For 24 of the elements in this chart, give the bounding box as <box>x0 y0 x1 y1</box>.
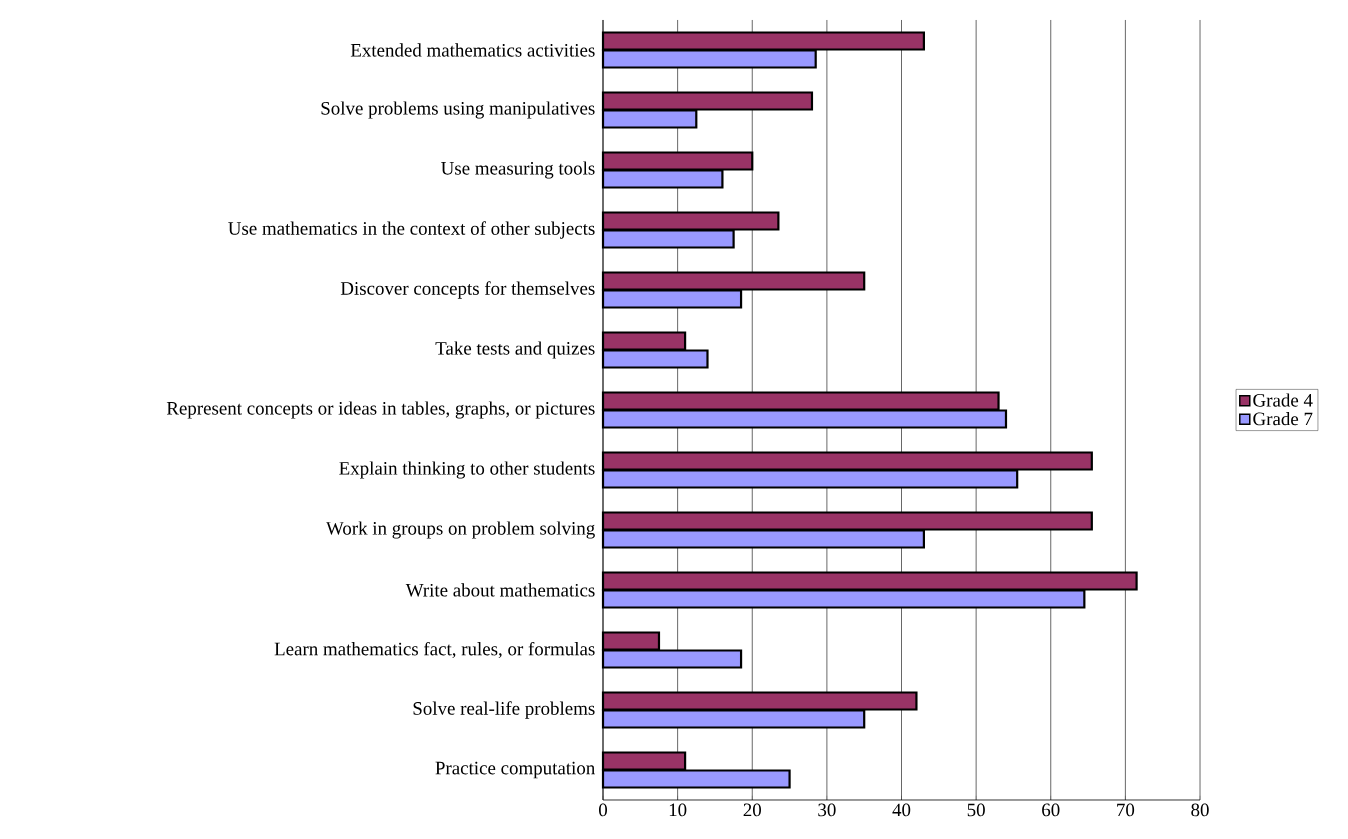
x-tick-label: 60 <box>1042 803 1060 817</box>
x-tick-label: 40 <box>892 803 911 817</box>
y-tick-label: Learn mathematics fact, rules, or formulas <box>274 641 595 659</box>
y-tick-label: Write about mathematics <box>405 583 595 597</box>
y-tick-label: Use measuring tools <box>441 161 595 179</box>
x-tick-label: 80 <box>1191 803 1209 817</box>
y-tick-label: Represent concepts or ideas in tables, graphs, or pictures <box>166 401 595 419</box>
x-tick-label: 70 <box>1117 803 1135 817</box>
y-tick-label: Discover concepts for themselves <box>340 281 595 299</box>
y-tick-label: Explain thinking to other students <box>339 461 595 479</box>
x-tick-label: 30 <box>818 803 836 817</box>
y-tick-label: Solve problems using manipulatives <box>321 101 595 119</box>
y-tick-label: Work in groups on problem solving <box>326 521 595 539</box>
legend-label: Grade 4 <box>1253 393 1313 407</box>
x-tick-label: 50 <box>967 803 985 817</box>
y-tick-label: Take tests and quizes <box>435 341 595 359</box>
x-tick-label: 10 <box>669 803 687 817</box>
y-tick-label: Use mathematics in the context of other subjects <box>228 221 595 239</box>
x-tick-label: 0 <box>599 803 608 817</box>
y-tick-label: Practice computation <box>435 761 595 779</box>
y-tick-label: Solve real-life problems <box>413 701 595 719</box>
y-tick-label: Extended mathematics activities <box>350 43 595 57</box>
legend-label: Grade 7 <box>1253 411 1313 426</box>
x-tick-label: 20 <box>743 803 761 817</box>
